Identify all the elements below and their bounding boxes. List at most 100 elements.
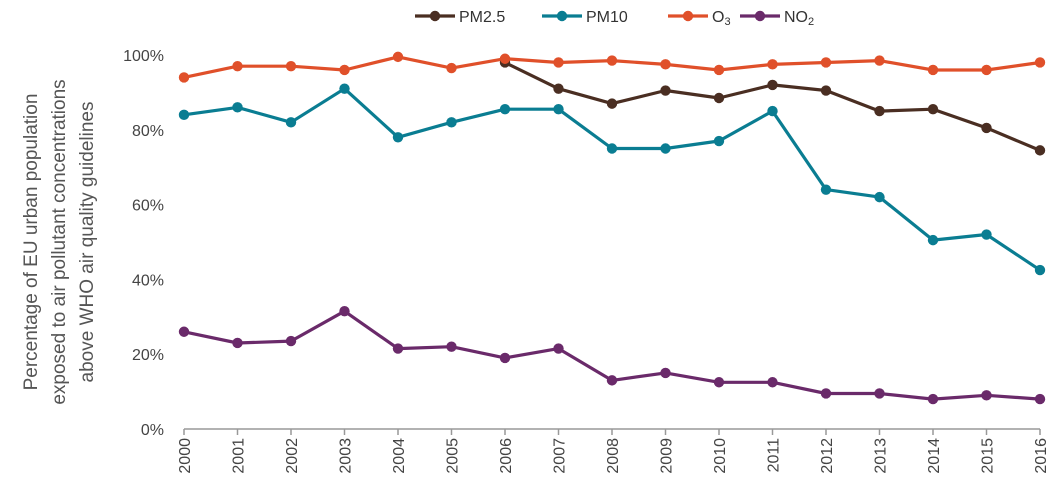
data-point-no2 bbox=[232, 337, 243, 349]
data-point-pm10 bbox=[713, 135, 725, 147]
y-tick-label: 80% bbox=[132, 123, 164, 140]
data-point-no2 bbox=[285, 335, 297, 347]
data-point-o3 bbox=[499, 53, 511, 64]
data-point-no2 bbox=[392, 343, 404, 354]
data-point-no2 bbox=[927, 393, 939, 405]
data-point-o3 bbox=[713, 64, 725, 76]
x-tick-label: 2006 bbox=[498, 438, 515, 474]
data-point-o3 bbox=[1034, 57, 1046, 68]
data-point-no2 bbox=[820, 388, 832, 399]
x-tick-label: 2013 bbox=[873, 438, 890, 474]
y-tick-label: 100% bbox=[123, 48, 164, 65]
y-axis-title-line: Percentage of EU urban population bbox=[21, 94, 42, 391]
x-axis: 2000 2001 2002 2003 2004 2005 2006 2007 2008 2009… bbox=[177, 428, 1050, 474]
x-tick-label: 2016 bbox=[1033, 438, 1050, 474]
data-point-pm10 bbox=[874, 191, 885, 203]
data-point-o3 bbox=[820, 57, 832, 68]
data-point-no2 bbox=[981, 390, 992, 401]
y-tick-label: 20% bbox=[132, 347, 164, 364]
y-axis-title-line: above WHO air quality guidelines bbox=[77, 102, 98, 383]
data-point-o3 bbox=[232, 61, 243, 72]
x-tick-label: 2012 bbox=[819, 438, 836, 474]
legend-label-no2: NO2 bbox=[784, 9, 814, 28]
data-point-o3 bbox=[553, 57, 564, 68]
data-point-o3 bbox=[660, 59, 671, 70]
x-tick-label: 2007 bbox=[552, 438, 569, 474]
data-point-o3 bbox=[178, 72, 190, 83]
legend-swatch-marker bbox=[754, 10, 766, 22]
x-tick-label: 2001 bbox=[231, 438, 248, 474]
data-point-pm2-5 bbox=[553, 83, 564, 94]
x-tick-label: 2008 bbox=[605, 438, 622, 474]
data-point-pm2-5 bbox=[660, 85, 671, 96]
series-line-no2 bbox=[182, 309, 1042, 401]
legend-swatch-marker bbox=[682, 10, 694, 22]
y-tick-label: 0% bbox=[141, 422, 164, 439]
x-tick-label: 2004 bbox=[391, 438, 408, 474]
data-point-pm10 bbox=[606, 143, 618, 154]
data-point-o3 bbox=[927, 64, 939, 76]
data-point-pm10 bbox=[499, 104, 511, 115]
data-point-no2 bbox=[339, 305, 350, 317]
data-point-pm10 bbox=[392, 132, 404, 143]
data-point-no2 bbox=[499, 352, 511, 364]
legend-label-pm10: PM10 bbox=[586, 9, 628, 26]
series-points bbox=[178, 51, 1046, 405]
data-point-no2 bbox=[767, 377, 778, 388]
legend-swatch-marker bbox=[429, 10, 441, 22]
data-point-no2 bbox=[446, 341, 457, 352]
x-tick-label: 2009 bbox=[659, 438, 676, 474]
y-axis-title-line: exposed to air pollutant concentrations bbox=[49, 79, 70, 404]
y-axis-ticks: 0% 20% 40% 60% 80% 100% bbox=[123, 48, 164, 439]
data-point-pm2-5 bbox=[874, 105, 885, 117]
data-point-o3 bbox=[446, 62, 457, 74]
data-point-no2 bbox=[1034, 393, 1046, 405]
data-point-pm2-5 bbox=[927, 104, 939, 115]
data-point-no2 bbox=[178, 326, 190, 337]
x-tick-label: 2015 bbox=[980, 438, 997, 474]
data-point-o3 bbox=[339, 64, 350, 76]
data-point-o3 bbox=[767, 59, 778, 70]
x-tick-label: 2005 bbox=[445, 438, 462, 474]
data-point-pm2-5 bbox=[713, 92, 725, 104]
x-tick-label: 2003 bbox=[338, 438, 355, 474]
data-point-o3 bbox=[874, 55, 885, 66]
x-tick-label: 2002 bbox=[284, 438, 301, 474]
legend: PM2.5 PM10 O3 NO2 bbox=[415, 9, 814, 28]
x-tick-label: 2000 bbox=[177, 438, 194, 474]
data-point-pm10 bbox=[981, 229, 992, 240]
data-point-pm10 bbox=[820, 184, 832, 195]
data-point-pm10 bbox=[285, 117, 297, 128]
x-tick-label: 2014 bbox=[926, 438, 943, 474]
data-point-o3 bbox=[392, 51, 404, 63]
data-point-pm10 bbox=[446, 117, 457, 128]
data-point-no2 bbox=[874, 388, 885, 399]
data-point-pm10 bbox=[553, 104, 564, 115]
data-point-pm10 bbox=[232, 102, 243, 113]
y-tick-label: 60% bbox=[132, 198, 164, 215]
data-point-pm2-5 bbox=[1034, 145, 1046, 156]
legend-swatch-marker bbox=[556, 10, 568, 22]
data-point-no2 bbox=[713, 377, 725, 388]
x-tick-label: 2010 bbox=[712, 438, 729, 474]
data-point-pm10 bbox=[1034, 264, 1046, 276]
x-tick-label: 2011 bbox=[766, 438, 783, 473]
data-point-pm2-5 bbox=[767, 79, 778, 91]
legend-label-o3: O3 bbox=[712, 9, 731, 28]
data-point-pm2-5 bbox=[981, 122, 992, 134]
data-point-pm10 bbox=[660, 143, 671, 154]
y-axis-title: Percentage of EU urban population exposed… bbox=[21, 79, 98, 404]
data-point-pm2-5 bbox=[820, 85, 832, 96]
data-point-no2 bbox=[660, 367, 671, 379]
data-point-pm10 bbox=[339, 83, 350, 94]
data-point-o3 bbox=[981, 64, 992, 76]
data-point-pm10 bbox=[927, 234, 939, 246]
data-point-no2 bbox=[553, 343, 564, 354]
data-point-pm2-5 bbox=[606, 98, 618, 109]
legend-label-pm2-5: PM2.5 bbox=[459, 9, 505, 26]
series-line-pm10 bbox=[182, 87, 1042, 272]
data-point-no2 bbox=[606, 375, 618, 386]
y-tick-label: 40% bbox=[132, 272, 164, 289]
data-point-pm10 bbox=[178, 109, 190, 121]
